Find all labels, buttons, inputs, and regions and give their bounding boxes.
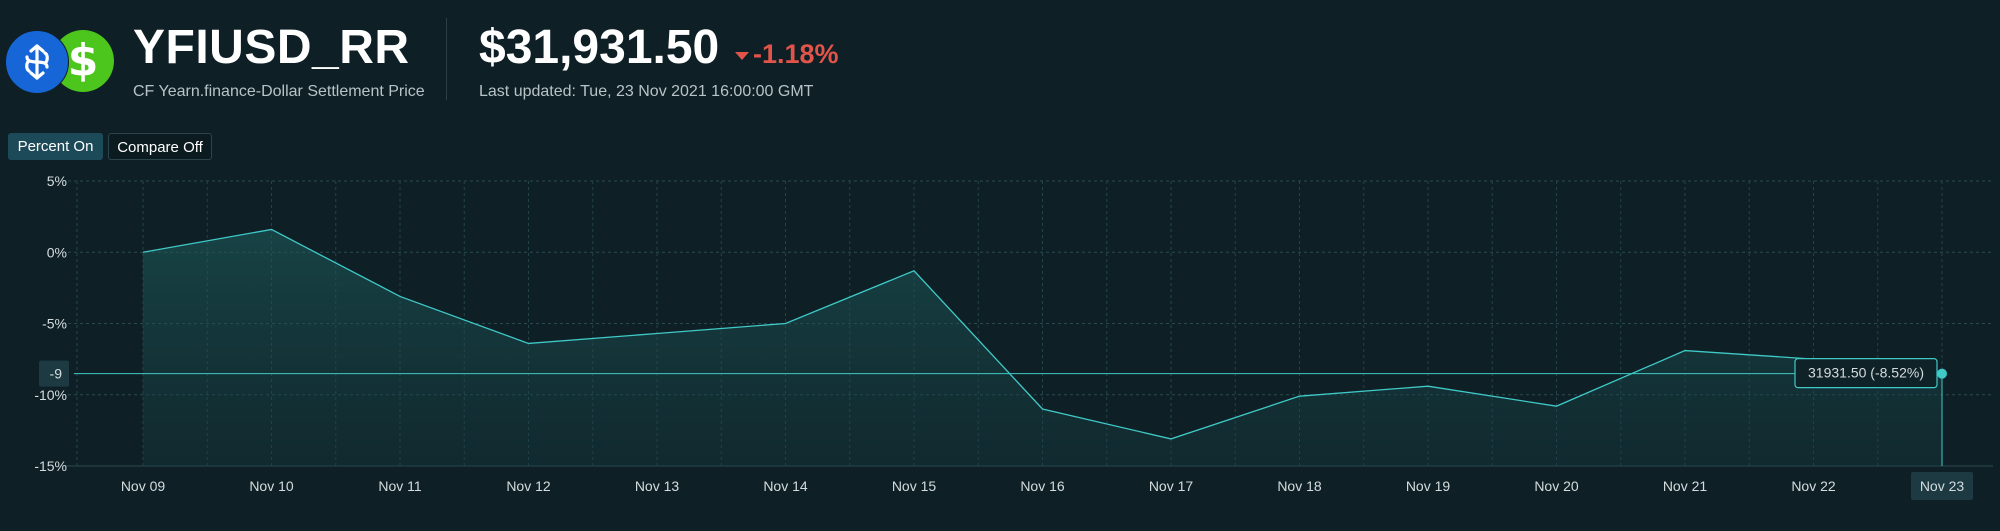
price-change: -1.18% xyxy=(735,39,839,70)
header-divider xyxy=(446,18,447,100)
x-tick-label: Nov 11 xyxy=(378,478,422,494)
chart-crosshair: -9 Nov 23 31931.50 (-8.52%) xyxy=(39,358,1973,500)
down-triangle-icon xyxy=(735,51,749,60)
crosshair-x-label-box xyxy=(1911,472,1973,500)
compare-toggle-button[interactable]: Compare Off xyxy=(108,133,212,160)
x-tick-label: Nov 21 xyxy=(1663,478,1708,494)
yfi-coin-icon xyxy=(5,30,69,94)
x-tick-label: Nov 18 xyxy=(1277,478,1322,494)
chart-axes: 5% 0% -5% -10% -15% Nov 09 Nov 10 Nov 11 Nov 12 N… xyxy=(34,173,1964,494)
crosshair-tooltip-box xyxy=(1794,358,1938,389)
usd-symbol: $ xyxy=(67,35,99,86)
x-tick-label: Nov 17 xyxy=(1149,478,1194,494)
y-tick-label: -10% xyxy=(34,387,67,403)
x-tick-label: Nov 15 xyxy=(892,478,937,494)
x-tick-label: Nov 16 xyxy=(1020,478,1065,494)
last-updated: Last updated: Tue, 23 Nov 2021 16:00:00 … xyxy=(479,83,814,100)
crosshair-y-label-box xyxy=(39,360,69,387)
y-tick-label: 5% xyxy=(47,173,67,189)
x-tick-label: Nov 20 xyxy=(1534,478,1579,494)
y-tick-label: 0% xyxy=(47,244,67,260)
current-price: $31,931.50 xyxy=(479,21,720,74)
usd-coin-icon: $ xyxy=(52,30,114,92)
x-tick-label: Nov 13 xyxy=(635,478,680,494)
chart-area-layer xyxy=(142,228,1943,466)
x-tick-label: Nov 14 xyxy=(763,478,808,494)
crosshair-y-label: -9 xyxy=(50,366,63,382)
x-tick-label: Nov 19 xyxy=(1406,478,1451,494)
price-change-value: -1.18% xyxy=(753,39,839,69)
x-tick-label: Nov 22 xyxy=(1791,478,1836,494)
header: $ YFIUSD_RR CF Yearn.finance-Dollar Sett… xyxy=(0,0,2000,130)
x-tick-label: Nov 10 xyxy=(249,478,294,494)
ticker-symbol: YFIUSD_RR xyxy=(133,21,410,74)
percent-toggle-button[interactable]: Percent On xyxy=(8,133,103,160)
crosshair-point-marker xyxy=(1937,368,1947,379)
x-tick-label: Nov 12 xyxy=(506,478,551,494)
series-area xyxy=(143,229,1942,466)
y-tick-label: -15% xyxy=(34,458,67,474)
crosshair-x-label: Nov 23 xyxy=(1920,478,1965,494)
y-tick-label: -5% xyxy=(42,316,67,332)
x-tick-label: Nov 09 xyxy=(121,478,166,494)
crosshair-tooltip-text: 31931.50 (-8.52%) xyxy=(1808,365,1924,381)
ticker-description: CF Yearn.finance-Dollar Settlement Price xyxy=(133,83,425,100)
